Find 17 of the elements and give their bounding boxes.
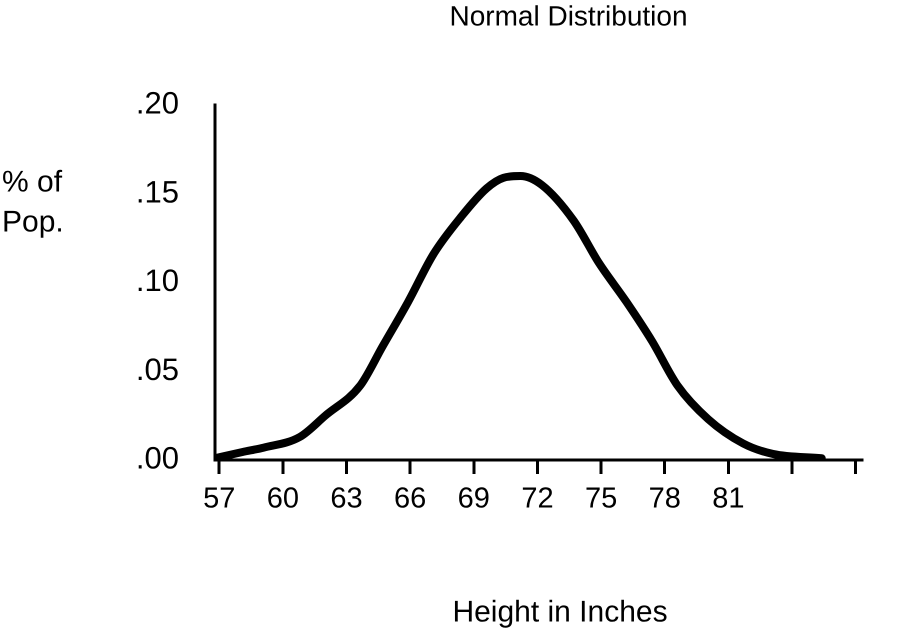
y-tick-label: .15 [136, 174, 179, 210]
x-tick-label: 81 [712, 482, 744, 514]
x-tick-label: 78 [648, 482, 681, 514]
y-axis-title: % of Pop. [2, 165, 64, 238]
x-tick-label: 69 [458, 482, 490, 514]
chart-title: Normal Distribution [449, 0, 688, 32]
x-tick-label: 63 [330, 482, 363, 514]
y-tick-label: .00 [136, 440, 179, 476]
y-tick-label: .10 [136, 263, 179, 298]
x-tick-label: 75 [584, 482, 618, 514]
x-tick-label: 60 [266, 482, 300, 514]
y-tick-label: .05 [136, 352, 179, 387]
x-axis-title: Height in Inches [452, 595, 668, 628]
x-tick-label: 57 [203, 482, 236, 514]
x-tick-label: 72 [521, 482, 554, 514]
x-tick-label: 66 [394, 482, 426, 514]
y-tick-label: .20 [136, 86, 179, 121]
